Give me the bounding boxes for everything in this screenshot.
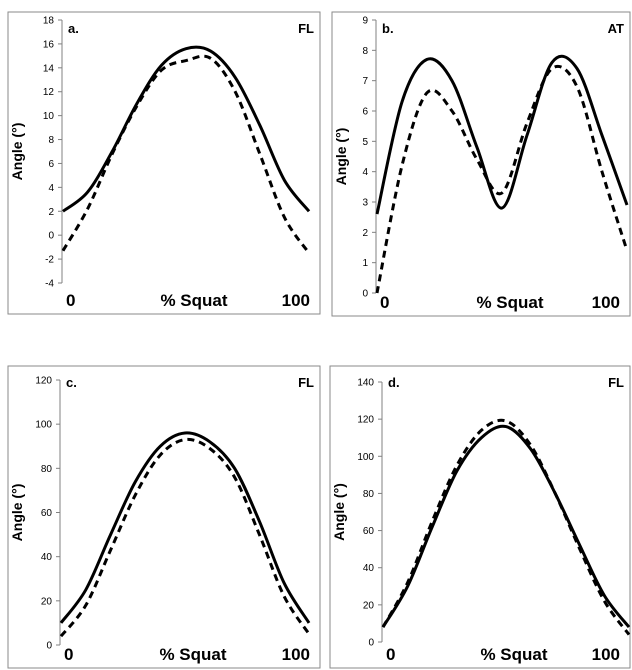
y-tick-label: 0 [368,638,374,649]
panel-label: a. [68,21,79,36]
y-tick-label: 60 [363,526,375,537]
y-tick-label: 1 [362,258,368,269]
x-end-label: 100 [282,645,310,664]
panel-frame [7,365,321,669]
panel-label: b. [382,21,394,36]
series-dashed-line [381,418,631,636]
panel-tag: FL [298,375,314,390]
y-tick-label: 20 [363,600,375,611]
y-tick-label: 4 [362,167,368,178]
panel-tag: FL [298,21,314,36]
x-end-label: 100 [282,291,310,310]
panel-d: d. FL Angle (°) % Squat 0 100 0 20 40 60 80 1… [329,365,631,669]
y-axis-label: Angle (°) [9,484,25,542]
y-tick-label: 4 [48,183,54,194]
y-tick-label: 20 [41,596,53,607]
y-tick-label: 16 [43,39,55,50]
panel-tag: FL [608,375,624,390]
y-tick-label: 14 [43,63,55,74]
x-end-label: 100 [592,645,620,664]
y-tick-label: 8 [48,135,54,146]
y-tick-label: 0 [48,231,54,242]
y-tick-label: 12 [43,87,55,98]
y-axis-label: Angle (°) [9,123,25,181]
y-axis-label: Angle (°) [331,483,347,541]
y-tick-label: 9 [362,16,368,27]
series-dashed-line [59,437,311,638]
panel-label: d. [388,375,400,390]
x-start-label: 0 [66,291,75,310]
x-start-label: 0 [386,645,395,664]
y-tick-label: 3 [362,198,368,209]
y-tick-label: -4 [45,279,54,290]
y-tick-label: 6 [362,107,368,118]
panel-frame [7,11,321,315]
panel-b: b. AT Angle (°) % Squat 0 100 0 1 2 3 4 5 6 7 8 9 [331,11,631,317]
x-end-label: 100 [592,293,620,312]
y-tick-label: 40 [363,563,375,574]
y-tick-label: 0 [46,641,52,652]
series-solid-line [62,45,311,213]
y-tick-label: 2 [362,228,368,239]
series-dashed-line [375,64,629,294]
y-tick-label: 40 [41,552,53,563]
panel-frame [329,365,631,669]
x-axis-label: % Squat [160,291,227,310]
y-tick-label: 80 [363,489,375,500]
y-tick-label: 7 [362,76,368,87]
y-tick-label: 80 [41,464,53,475]
panel-frame [331,11,631,317]
series-solid-line [375,54,629,215]
panel-tag: AT [608,21,624,36]
x-start-label: 0 [64,645,73,664]
y-tick-label: 2 [48,207,54,218]
y-tick-label: 0 [362,289,368,300]
y-axis-label: Angle (°) [333,128,349,186]
y-tick-label: 60 [41,508,53,519]
y-tick-label: 120 [35,376,52,387]
y-tick-label: -2 [45,255,54,266]
x-axis-label: % Squat [159,645,226,664]
panel-label: c. [66,375,77,390]
y-tick-label: 100 [357,452,374,463]
y-tick-label: 140 [357,378,374,389]
panel-a: a. FL Angle (°) % Squat 0 100 -4 -2 0 2 4 6 8 1… [7,11,321,315]
x-axis-label: % Squat [480,645,547,664]
y-tick-label: 10 [43,111,55,122]
y-tick-label: 8 [362,46,368,57]
series-solid-line [381,424,631,629]
y-tick-label: 120 [357,415,374,426]
series-dashed-line [61,54,311,254]
panel-c: c. FL Angle (°) % Squat 0 100 0 20 40 60 80 1… [7,365,321,669]
y-tick-label: 5 [362,137,368,148]
x-start-label: 0 [380,293,389,312]
y-tick-label: 6 [48,159,54,170]
y-tick-label: 18 [43,16,55,27]
x-axis-label: % Squat [476,293,543,312]
y-tick-label: 100 [35,420,52,431]
series-solid-line [59,431,311,624]
